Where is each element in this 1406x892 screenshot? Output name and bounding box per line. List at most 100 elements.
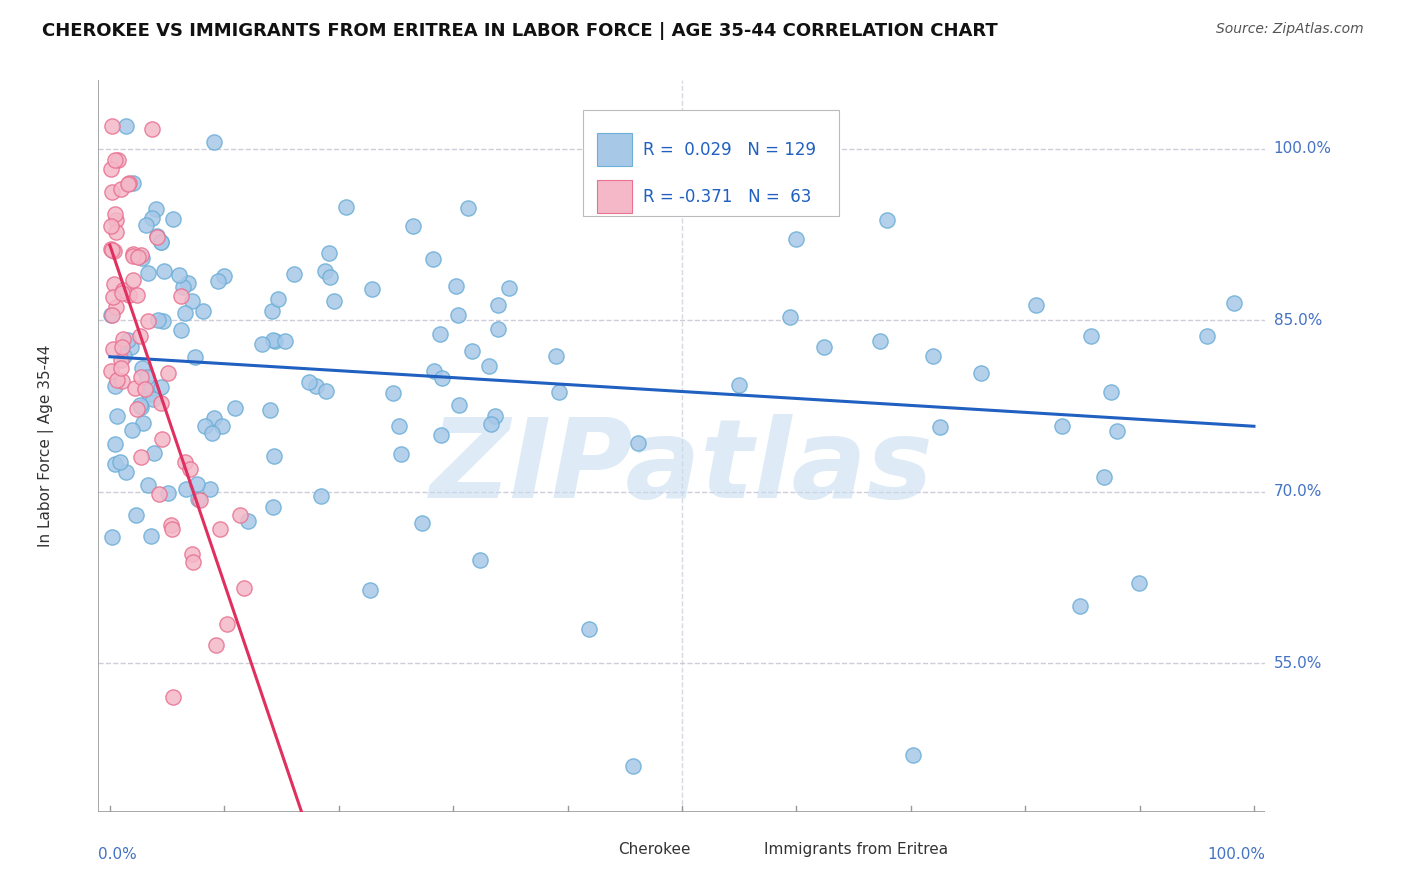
Text: Immigrants from Eritrea: Immigrants from Eritrea	[763, 842, 948, 857]
Point	[122, 176, 145, 190]
Point	[162, 690, 184, 705]
Point	[621, 759, 644, 773]
Point	[314, 264, 336, 278]
Point	[100, 363, 122, 377]
Point	[174, 455, 197, 469]
Point	[229, 508, 252, 522]
Point	[207, 274, 229, 288]
Point	[478, 359, 501, 373]
Text: 100.0%: 100.0%	[1274, 141, 1331, 156]
Point	[262, 333, 284, 347]
Point	[211, 418, 233, 433]
Point	[1223, 296, 1246, 310]
Point	[101, 243, 124, 257]
Point	[359, 582, 381, 597]
Point	[100, 308, 122, 322]
Point	[111, 285, 134, 300]
Point	[318, 245, 340, 260]
Bar	[582, 110, 839, 216]
Point	[548, 384, 571, 399]
Point	[309, 489, 332, 503]
Point	[262, 303, 284, 318]
Point	[162, 211, 184, 226]
Point	[232, 582, 254, 596]
Point	[132, 416, 155, 430]
Point	[174, 306, 197, 320]
Point	[263, 449, 285, 463]
Point	[250, 336, 273, 351]
Point	[481, 417, 503, 432]
Point	[1128, 576, 1150, 591]
Point	[388, 419, 411, 434]
Point	[105, 300, 128, 314]
Point	[100, 161, 122, 176]
Point	[172, 280, 194, 294]
Point	[457, 201, 479, 215]
Point	[105, 373, 128, 387]
Point	[101, 308, 124, 322]
Point	[125, 508, 148, 522]
Point	[170, 323, 193, 337]
Point	[121, 249, 143, 263]
Point	[391, 447, 413, 461]
Text: R =  0.029   N = 129: R = 0.029 N = 129	[644, 141, 817, 159]
Point	[138, 386, 160, 401]
Point	[170, 289, 193, 303]
Point	[177, 276, 200, 290]
Point	[422, 252, 444, 266]
Point	[202, 135, 225, 149]
Point	[447, 308, 470, 322]
Bar	[596, 134, 631, 166]
Point	[112, 332, 135, 346]
Point	[224, 401, 246, 416]
Point	[429, 428, 451, 442]
Text: CHEROKEE VS IMMIGRANTS FROM ERITREA IN LABOR FORCE | AGE 35-44 CORRELATION CHART: CHEROKEE VS IMMIGRANTS FROM ERITREA IN L…	[42, 22, 998, 40]
Point	[180, 294, 202, 309]
Point	[201, 425, 224, 440]
Point	[1105, 424, 1128, 438]
Point	[922, 350, 945, 364]
Point	[382, 386, 405, 401]
Point	[785, 232, 807, 246]
Point	[274, 334, 297, 349]
Point	[157, 486, 180, 500]
Point	[149, 235, 172, 250]
Point	[149, 380, 172, 394]
Point	[136, 266, 159, 280]
Point	[121, 423, 143, 437]
Point	[423, 364, 446, 378]
Point	[111, 375, 134, 389]
Point	[134, 382, 156, 396]
Point	[262, 500, 284, 514]
Point	[117, 288, 139, 302]
Point	[149, 235, 172, 250]
Point	[129, 400, 152, 414]
Point	[191, 303, 214, 318]
Point	[142, 392, 165, 406]
Point	[181, 555, 204, 569]
Point	[236, 514, 259, 528]
Point	[298, 375, 321, 389]
Point	[129, 370, 152, 384]
Text: Source: ZipAtlas.com: Source: ZipAtlas.com	[1216, 22, 1364, 37]
Text: In Labor Force | Age 35-44: In Labor Force | Age 35-44	[38, 345, 53, 547]
Point	[1197, 329, 1219, 343]
Point	[283, 268, 305, 282]
Point	[468, 553, 491, 567]
Point	[100, 530, 122, 544]
Point	[179, 462, 201, 476]
Point	[429, 327, 451, 342]
Point	[122, 247, 145, 261]
Point	[103, 244, 125, 258]
Point	[125, 401, 148, 416]
Point	[111, 283, 134, 297]
Point	[110, 182, 132, 196]
Point	[141, 122, 163, 136]
Point	[869, 334, 891, 348]
Point	[107, 153, 129, 168]
Point	[217, 616, 239, 631]
Point	[544, 349, 567, 363]
Point	[103, 207, 125, 221]
Point	[149, 396, 172, 410]
Point	[903, 747, 925, 762]
